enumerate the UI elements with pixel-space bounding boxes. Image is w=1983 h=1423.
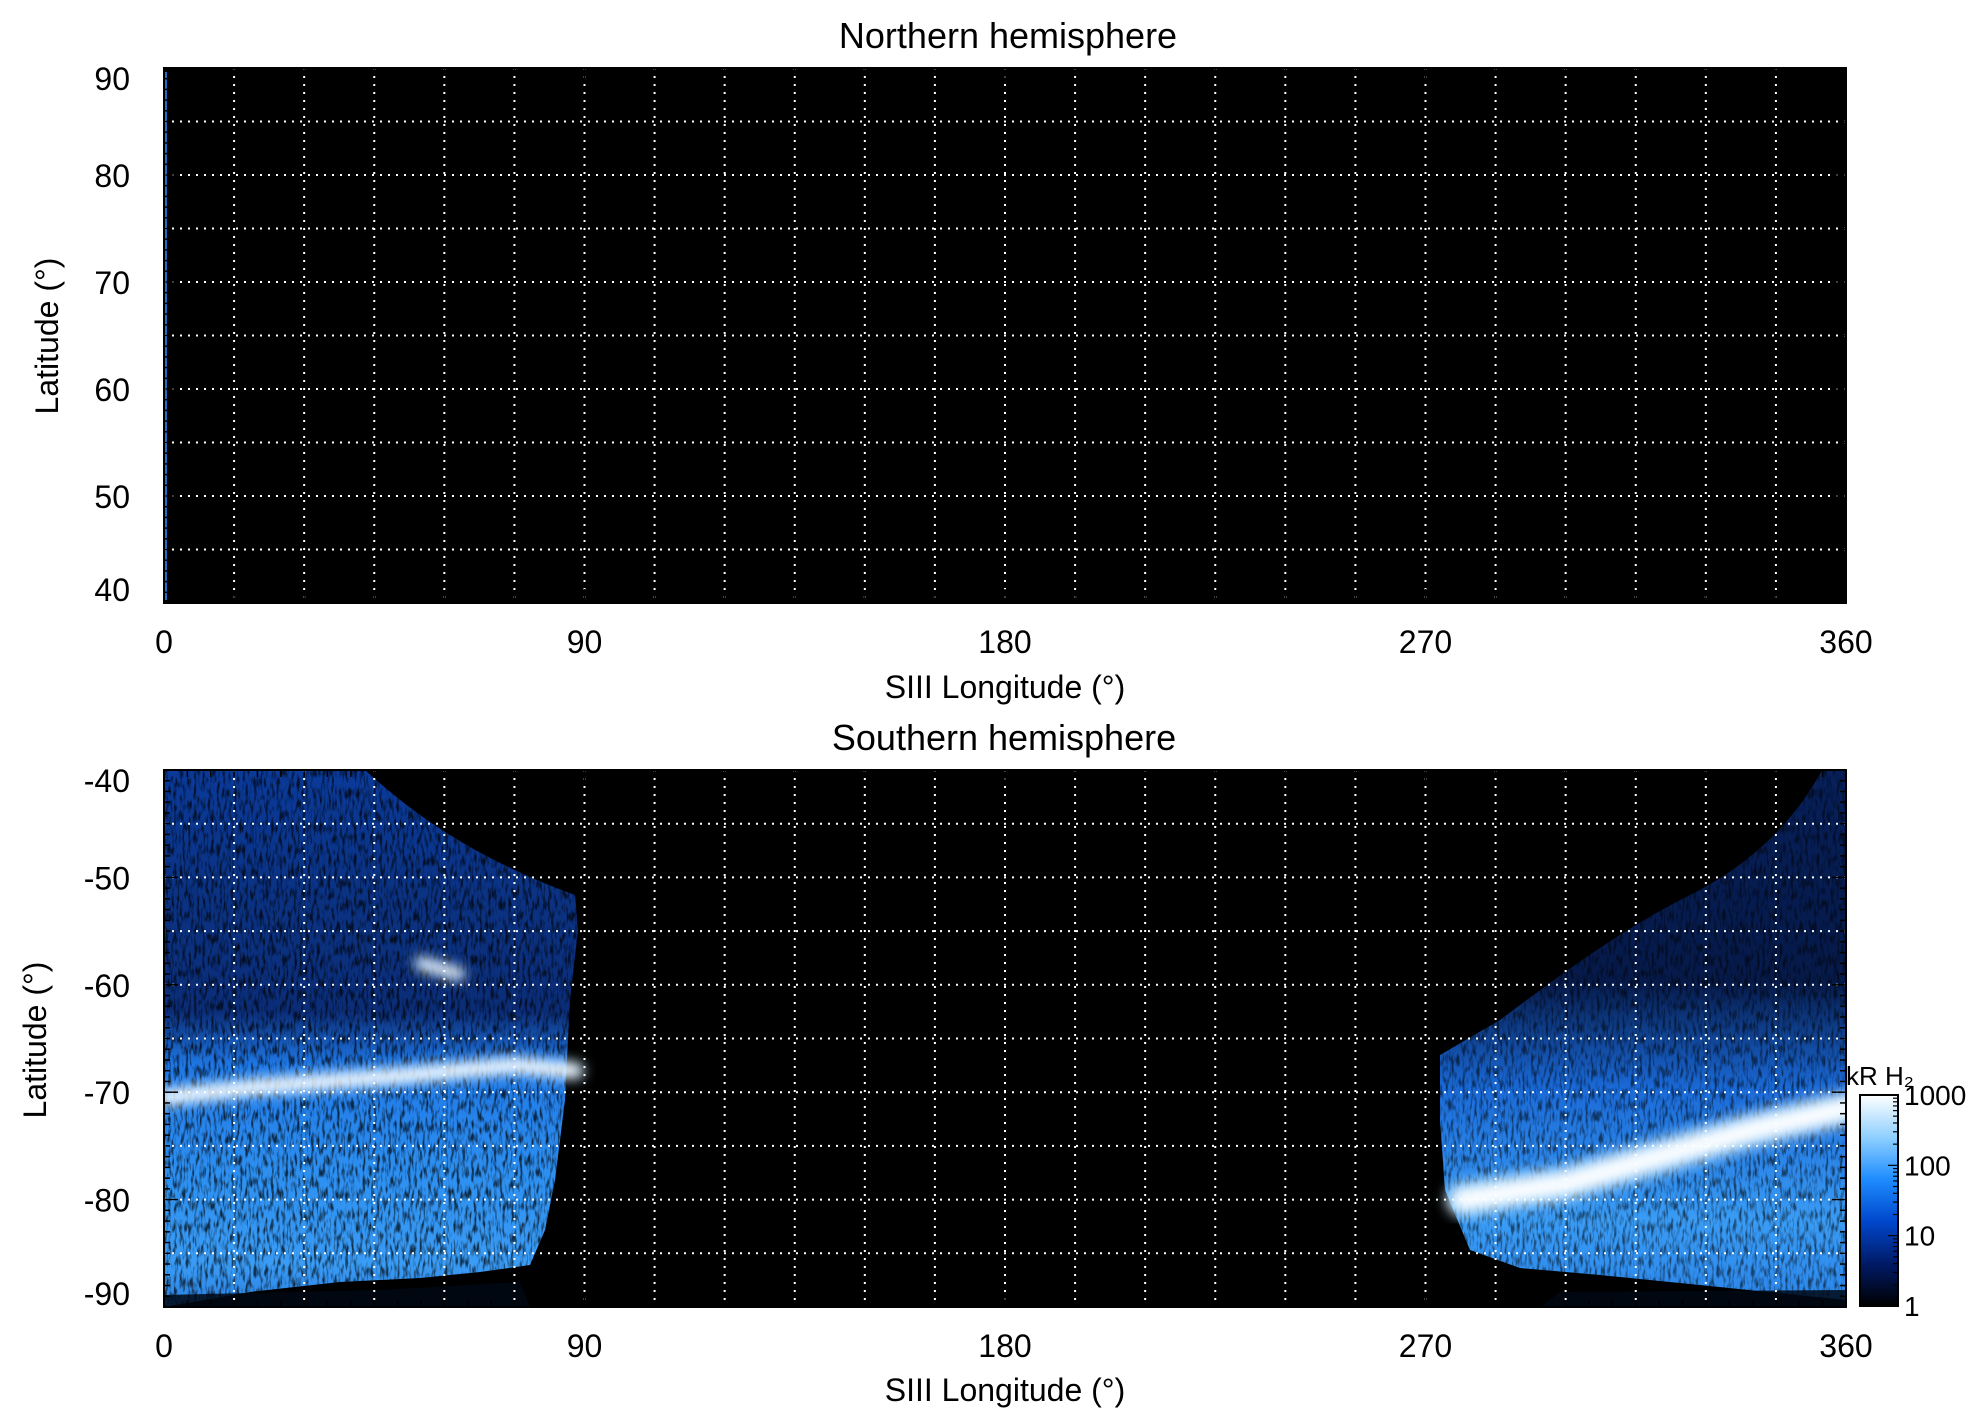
colorbar-label: kR H₂	[1846, 1061, 1914, 1091]
x-tick-label: 180	[978, 1328, 1031, 1364]
north-y-axis-label: Latitude (°)	[29, 258, 65, 415]
y-tick-label: -60	[84, 968, 130, 1004]
bright-arc-core	[1454, 1099, 1846, 1209]
north-gridlines	[164, 68, 1846, 603]
north-panel: Northern hemisphere 0 90 180 270 360 40 50 60 7…	[29, 15, 1873, 705]
colorbar-tick-label: 100	[1904, 1150, 1951, 1181]
north-title: Northern hemisphere	[839, 15, 1177, 56]
south-panel: Southern hemisphere	[17, 717, 1966, 1408]
x-tick-label: 0	[155, 624, 173, 660]
colorbar-label-text: kR H₂	[1846, 1061, 1914, 1091]
y-tick-label: -50	[84, 860, 130, 896]
x-tick-label: 180	[978, 624, 1031, 660]
y-tick-label: 60	[94, 372, 130, 408]
colorbar-tick-label: 10	[1904, 1221, 1935, 1252]
south-y-tick-labels: -90 -80 -70 -60 -50 -40	[84, 763, 130, 1312]
bright-arc-core	[417, 959, 462, 978]
x-tick-label: 360	[1819, 1328, 1872, 1364]
x-tick-label: 0	[155, 1328, 173, 1364]
auroral-arcs	[164, 956, 1846, 1217]
colorbar: kR H₂ 1 10 100 1000	[1846, 1061, 1966, 1322]
colorbar-ticks	[1888, 1097, 1898, 1307]
y-tick-label: 80	[94, 158, 130, 194]
south-gridlines	[164, 770, 1846, 1307]
x-tick-label: 360	[1819, 624, 1872, 660]
y-tick-label: 90	[94, 61, 130, 97]
south-pole-gap-east	[1540, 1290, 1846, 1307]
south-title: Southern hemisphere	[832, 717, 1176, 758]
y-tick-label: 40	[94, 572, 130, 608]
y-tick-label: -80	[84, 1183, 130, 1219]
y-tick-label: 70	[94, 265, 130, 301]
north-x-tick-labels: 0 90 180 270 360	[155, 624, 1873, 660]
x-tick-label: 270	[1399, 1328, 1452, 1364]
x-tick-label: 90	[567, 1328, 603, 1364]
north-frame	[163, 67, 1847, 604]
south-y-axis-label: Latitude (°)	[17, 962, 53, 1119]
colorbar-tick-label: 1000	[1904, 1080, 1966, 1111]
y-tick-label: -90	[84, 1276, 130, 1312]
y-tick-label: -70	[84, 1075, 130, 1111]
north-y-tick-labels: 40 50 60 70 80 90	[94, 61, 130, 608]
bright-arc-core	[164, 1060, 580, 1103]
south-x-tick-labels: 0 90 180 270 360	[155, 1328, 1873, 1364]
x-tick-label: 90	[567, 624, 603, 660]
y-tick-label: 50	[94, 479, 130, 515]
colorbar-gradient	[1859, 1094, 1899, 1307]
y-tick-label: -40	[84, 763, 130, 799]
colorbar-tick-labels: 1 10 100 1000	[1904, 1080, 1966, 1322]
south-x-axis-label: SIII Longitude (°)	[885, 1372, 1125, 1408]
colorbar-tick-label: 1	[1904, 1291, 1920, 1322]
south-pole-gap	[164, 1282, 530, 1307]
north-x-axis-label: SIII Longitude (°)	[885, 669, 1125, 705]
south-frame	[163, 769, 1847, 1308]
x-tick-label: 270	[1399, 624, 1452, 660]
